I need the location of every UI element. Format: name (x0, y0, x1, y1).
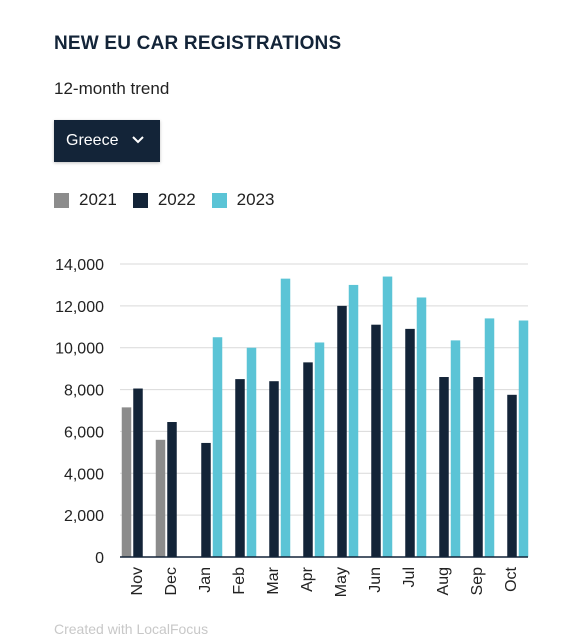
bar-2022-jan (201, 442, 211, 557)
bar-2023-mar (280, 278, 291, 557)
bar-2022-apr (303, 362, 313, 557)
legend-label-2021: 2021 (79, 190, 117, 209)
x-tick-label: Nov (129, 567, 146, 595)
bar-2023-aug (450, 340, 461, 557)
bar-2023-may (348, 284, 359, 557)
legend-swatch-2023 (211, 192, 227, 208)
x-tick-label: Dec (163, 567, 180, 595)
legend-label-2022: 2022 (157, 190, 196, 209)
bar-2023-jun (382, 276, 393, 557)
chart-subtitle: 12-month trend (54, 79, 170, 98)
x-tick-label: Aug (435, 567, 452, 595)
chart-title: NEW EU CAR REGISTRATIONS (54, 33, 342, 54)
x-tick-label: Sep (469, 567, 486, 596)
x-tick-label: May (333, 567, 350, 597)
x-tick-label: Jan (197, 567, 214, 593)
country-dropdown-label: Greece (66, 132, 119, 149)
bar-2022-dec (167, 422, 177, 557)
bar-2022-oct (507, 394, 517, 557)
legend-item-2021[interactable]: 2021 (54, 190, 117, 210)
bar-2023-oct (518, 320, 529, 557)
x-tick-label: Mar (265, 566, 282, 594)
y-tick-label: 12,000 (55, 299, 104, 316)
x-tick-label: Oct (503, 566, 520, 591)
bar-2022-aug (439, 377, 449, 557)
country-dropdown[interactable]: Greece (54, 120, 160, 162)
legend-item-2022[interactable]: 2022 (132, 190, 196, 210)
y-tick-label: 2,000 (64, 508, 104, 525)
legend-swatch-2021 (54, 192, 69, 208)
x-tick-label: Feb (231, 567, 248, 595)
bar-2023-apr (314, 342, 325, 557)
y-tick-label: 0 (95, 550, 104, 567)
legend-swatch-2022 (132, 192, 148, 208)
bar-2022-feb (235, 379, 245, 557)
y-tick-label: 6,000 (64, 424, 104, 441)
legend-item-2023[interactable]: 2023 (211, 190, 275, 210)
bar-2022-may (337, 305, 347, 557)
chevron-down-icon (132, 136, 144, 144)
bar-2023-jul (416, 297, 427, 557)
bar-2023-feb (246, 347, 257, 557)
bar-2022-nov (133, 388, 143, 557)
bar-2023-sep (484, 318, 495, 557)
y-tick-label: 4,000 (64, 466, 104, 483)
y-tick-label: 14,000 (55, 257, 104, 274)
bar-2022-sep (473, 377, 483, 557)
bar-2022-jun (371, 324, 381, 557)
bar-2022-jul (405, 328, 415, 557)
x-tick-label: Apr (299, 566, 316, 592)
localfocus-credit[interactable]: Created with LocalFocus (54, 621, 209, 637)
legend: 2021 2022 2023 (54, 190, 290, 210)
y-tick-label: 8,000 (64, 383, 104, 400)
x-tick-label: Jun (367, 567, 384, 593)
bar-2023-jan (212, 337, 223, 557)
x-tick-label: Jul (401, 567, 418, 587)
bar-2021-nov (121, 407, 132, 557)
bar-2021-dec (155, 439, 166, 557)
y-tick-label: 10,000 (55, 341, 104, 358)
bar-2022-mar (269, 381, 279, 557)
legend-label-2023: 2023 (236, 190, 275, 209)
